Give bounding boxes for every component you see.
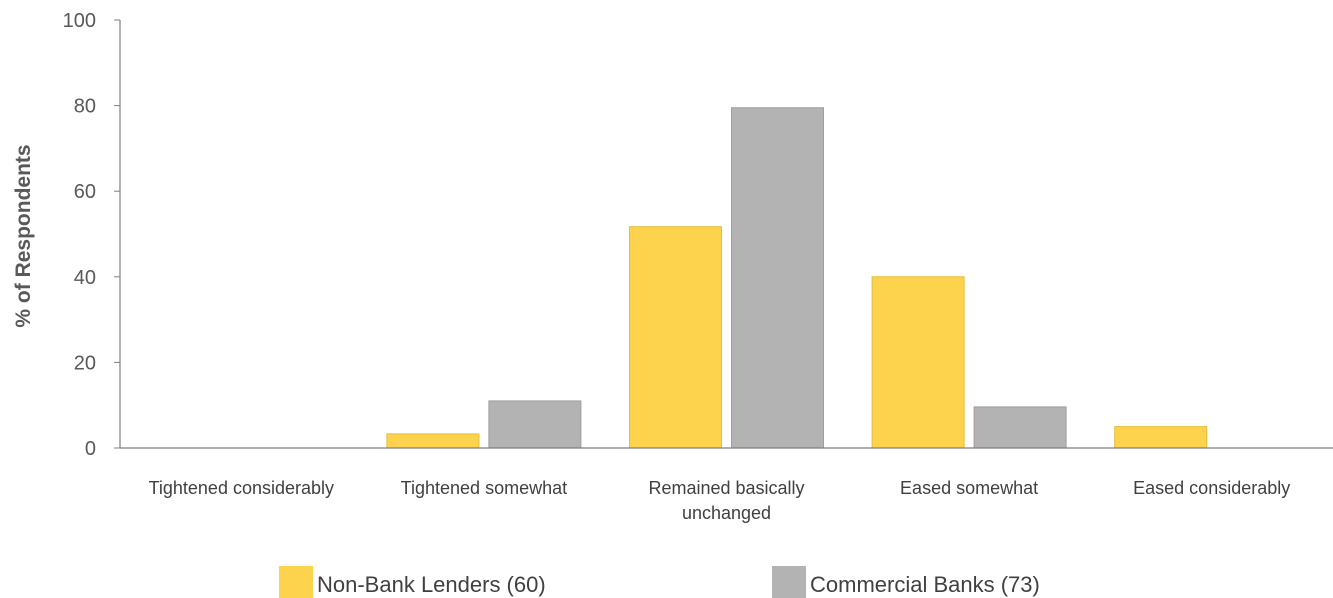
legend-label: Commercial Banks (73)	[810, 572, 1040, 597]
bar-non-bank-lenders	[871, 276, 965, 449]
x-axis: Tightened considerably Tightened somewhat…	[149, 478, 1291, 523]
y-axis-title: % of Respondents	[12, 144, 35, 327]
legend-swatch	[772, 566, 806, 598]
y-axis: 0 20 40 60 80 100	[63, 10, 120, 460]
x-category-label: unchanged	[682, 503, 771, 523]
bar-commercial-banks	[488, 400, 582, 449]
y-tick-label: 20	[74, 352, 96, 374]
bar-non-bank-lenders	[1114, 426, 1208, 449]
bar-commercial-banks	[731, 107, 824, 449]
x-category-label: Eased considerably	[1133, 478, 1290, 498]
legend-swatch	[279, 566, 313, 598]
legend-label: Non-Bank Lenders (60)	[317, 572, 546, 597]
legend: Non-Bank Lenders (60) Commercial Banks (7…	[279, 566, 1040, 598]
bar-non-bank-lenders	[629, 226, 722, 449]
x-category-label: Tightened considerably	[149, 478, 334, 498]
bar-commercial-banks	[973, 406, 1067, 449]
x-category-label: Tightened somewhat	[401, 478, 567, 498]
x-category-label: Remained basically	[648, 478, 804, 498]
bars-group	[386, 107, 1208, 449]
y-tick-label: 100	[63, 10, 96, 32]
bar-non-bank-lenders	[386, 433, 480, 449]
y-tick-label: 0	[85, 438, 96, 460]
x-category-label: Eased somewhat	[900, 478, 1038, 498]
y-tick-label: 40	[74, 267, 96, 289]
y-tick-label: 60	[74, 181, 96, 203]
y-tick-label: 80	[74, 96, 96, 118]
